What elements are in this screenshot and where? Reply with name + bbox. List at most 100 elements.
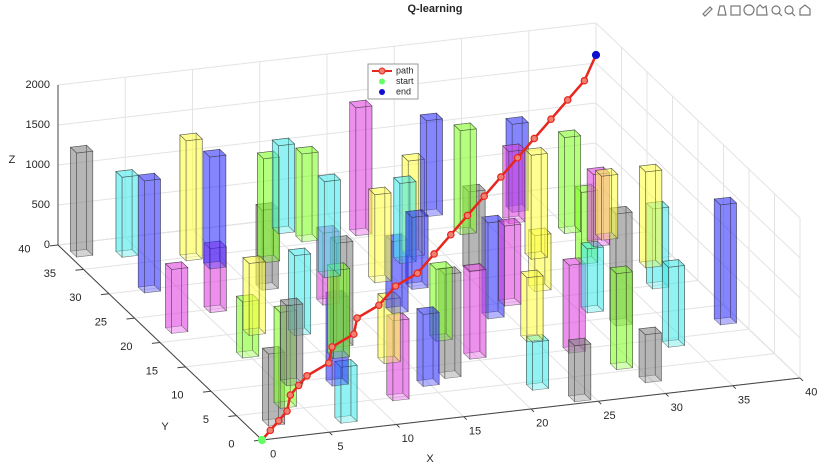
bar-face: [257, 152, 264, 264]
bar-face: [558, 131, 565, 235]
path-marker: [430, 250, 438, 258]
bar-face: [574, 184, 599, 193]
bar-face: [626, 265, 633, 369]
x-tick-label: 40: [805, 387, 817, 399]
tick-mark: [665, 393, 669, 397]
tick-mark: [126, 317, 135, 320]
bar-face: [349, 101, 357, 237]
bar-face: [505, 116, 529, 125]
bar-face: [295, 147, 303, 243]
bar-face: [311, 145, 319, 241]
bar: [524, 146, 548, 261]
path-marker: [530, 134, 539, 143]
bar-face: [296, 297, 304, 385]
bar: [271, 137, 296, 235]
grid-line: [57, 142, 597, 206]
bar-face: [463, 264, 471, 360]
path-marker: [353, 314, 361, 322]
bar: [594, 167, 619, 241]
bar: [235, 293, 260, 359]
bar: [416, 306, 440, 388]
tick-mark: [228, 415, 237, 418]
bar-face: [730, 196, 737, 324]
bar: [520, 269, 544, 343]
bar-face: [568, 339, 575, 403]
bar-face: [580, 242, 588, 314]
bar-face: [520, 269, 544, 279]
bar-face: [416, 307, 424, 388]
tick-mark: [151, 342, 161, 344]
path-marker: [580, 76, 589, 85]
bar-face: [154, 172, 161, 292]
bar: [295, 145, 319, 243]
bar-face: [316, 225, 340, 234]
bar-face: [557, 129, 582, 138]
bar: [203, 240, 227, 314]
bar-face: [179, 132, 203, 142]
x-tick-label: 25: [603, 410, 615, 422]
bar-face: [536, 269, 544, 341]
bar-face: [386, 312, 410, 322]
legend-label: end: [396, 86, 411, 96]
bar-face: [349, 99, 373, 109]
bar-face: [262, 347, 269, 427]
path-marker: [547, 115, 555, 124]
bar: [463, 262, 487, 360]
bar-face: [219, 148, 227, 268]
path-marker: [413, 269, 422, 278]
bar-face: [595, 169, 602, 241]
bar-face: [502, 145, 510, 225]
bar-face: [131, 168, 139, 257]
bar: [528, 227, 552, 293]
bar-face: [453, 122, 477, 132]
bar: [638, 163, 663, 269]
y-axis-label: Y: [161, 421, 169, 433]
bar-face: [562, 257, 586, 266]
bar-face: [542, 333, 549, 390]
bar-face: [287, 247, 312, 257]
path-marker: [303, 371, 311, 380]
bar: [334, 358, 358, 424]
grid-line: [595, 142, 801, 339]
bar: [179, 132, 203, 262]
bar: [368, 186, 392, 284]
bar-face: [526, 335, 533, 391]
end-marker: [591, 50, 601, 60]
bar-face: [273, 304, 297, 313]
bar-face: [609, 265, 634, 274]
bar-face: [165, 262, 172, 335]
bar-face: [524, 148, 532, 261]
bar-face: [462, 183, 486, 193]
z-tick-label: 1000: [26, 159, 50, 171]
bar-face: [655, 163, 663, 267]
y-tick-label: 40: [18, 243, 30, 255]
grid-line: [57, 102, 597, 166]
bar-face: [295, 145, 319, 155]
bar: [202, 148, 227, 270]
path-marker: [350, 330, 358, 338]
tick-mark: [732, 385, 737, 390]
bar: [273, 303, 297, 410]
bar-face: [713, 196, 738, 206]
z-tick-label: 2000: [26, 79, 50, 91]
toolbar[interactable]: [702, 4, 811, 17]
tick-mark: [49, 244, 59, 247]
y-axis-line: [57, 244, 263, 441]
path-marker: [328, 343, 336, 351]
bar-face: [326, 262, 351, 271]
tick-mark: [597, 400, 602, 405]
bar-face: [586, 168, 594, 248]
bar-face: [115, 169, 139, 178]
bar-face: [304, 247, 312, 335]
bar-face: [445, 260, 453, 341]
bar: [349, 99, 373, 237]
bar-face: [567, 337, 592, 347]
bar-face: [479, 262, 487, 359]
tick-mark: [328, 431, 333, 436]
bar-face: [454, 266, 462, 378]
legend-label: path: [396, 65, 414, 75]
y-tick-label: 20: [120, 341, 132, 353]
bar-face: [610, 267, 617, 371]
grid-line: [210, 328, 750, 392]
bar-face: [661, 259, 686, 268]
